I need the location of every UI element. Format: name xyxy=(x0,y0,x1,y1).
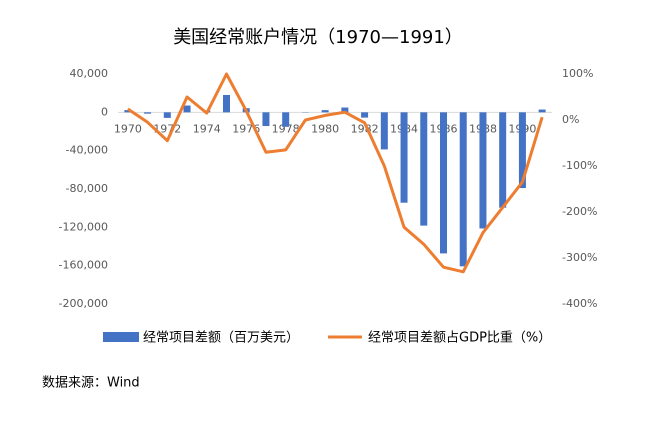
bar xyxy=(420,112,428,226)
bar xyxy=(400,112,408,203)
y-tick-label: -80,000 xyxy=(66,182,108,195)
bar xyxy=(538,109,546,113)
bar xyxy=(321,110,329,113)
bar xyxy=(262,112,270,127)
y2-tick-label: 100% xyxy=(562,67,593,80)
y2-tick-label: -400% xyxy=(562,297,597,310)
legend-label: 经常项目差额占GDP比重（%） xyxy=(368,330,551,346)
y-tick-label: 0 xyxy=(101,105,108,118)
bar xyxy=(361,112,369,118)
bar xyxy=(183,105,191,113)
x-tick-label: 1978 xyxy=(272,122,300,135)
source-note: 数据来源：Wind xyxy=(42,376,140,391)
bar xyxy=(459,112,467,267)
y2-tick-label: 0% xyxy=(562,113,579,126)
bar xyxy=(440,112,447,254)
bar xyxy=(518,112,526,189)
bar xyxy=(124,110,132,113)
bar xyxy=(479,112,487,229)
bar xyxy=(282,112,290,127)
y-tick-label: 40,000 xyxy=(70,67,109,80)
x-tick-label: 1974 xyxy=(193,122,221,135)
y-tick-label: -120,000 xyxy=(59,220,108,233)
line xyxy=(127,72,544,274)
bar xyxy=(144,112,152,114)
y2-tick-label: -200% xyxy=(562,205,597,218)
chart-title: 美国经常账户情况（1970—1991） xyxy=(173,27,463,48)
x-tick-label: 1982 xyxy=(351,122,379,135)
legend-label: 经常项目差额（百万美元） xyxy=(143,331,299,346)
bar xyxy=(163,112,171,118)
y-tick-label: -160,000 xyxy=(59,259,108,272)
x-tick-label: 1980 xyxy=(311,122,339,135)
bar xyxy=(341,107,349,113)
bar xyxy=(380,112,388,150)
y-tick-label: -200,000 xyxy=(59,297,108,310)
x-tick-label: 1970 xyxy=(114,122,142,135)
bar xyxy=(223,94,230,113)
y2-tick-label: -100% xyxy=(562,159,597,172)
bar xyxy=(499,112,507,208)
y-tick-label: -40,000 xyxy=(66,144,108,157)
y2-tick-label: -300% xyxy=(562,251,597,264)
legend-swatch xyxy=(103,332,139,342)
